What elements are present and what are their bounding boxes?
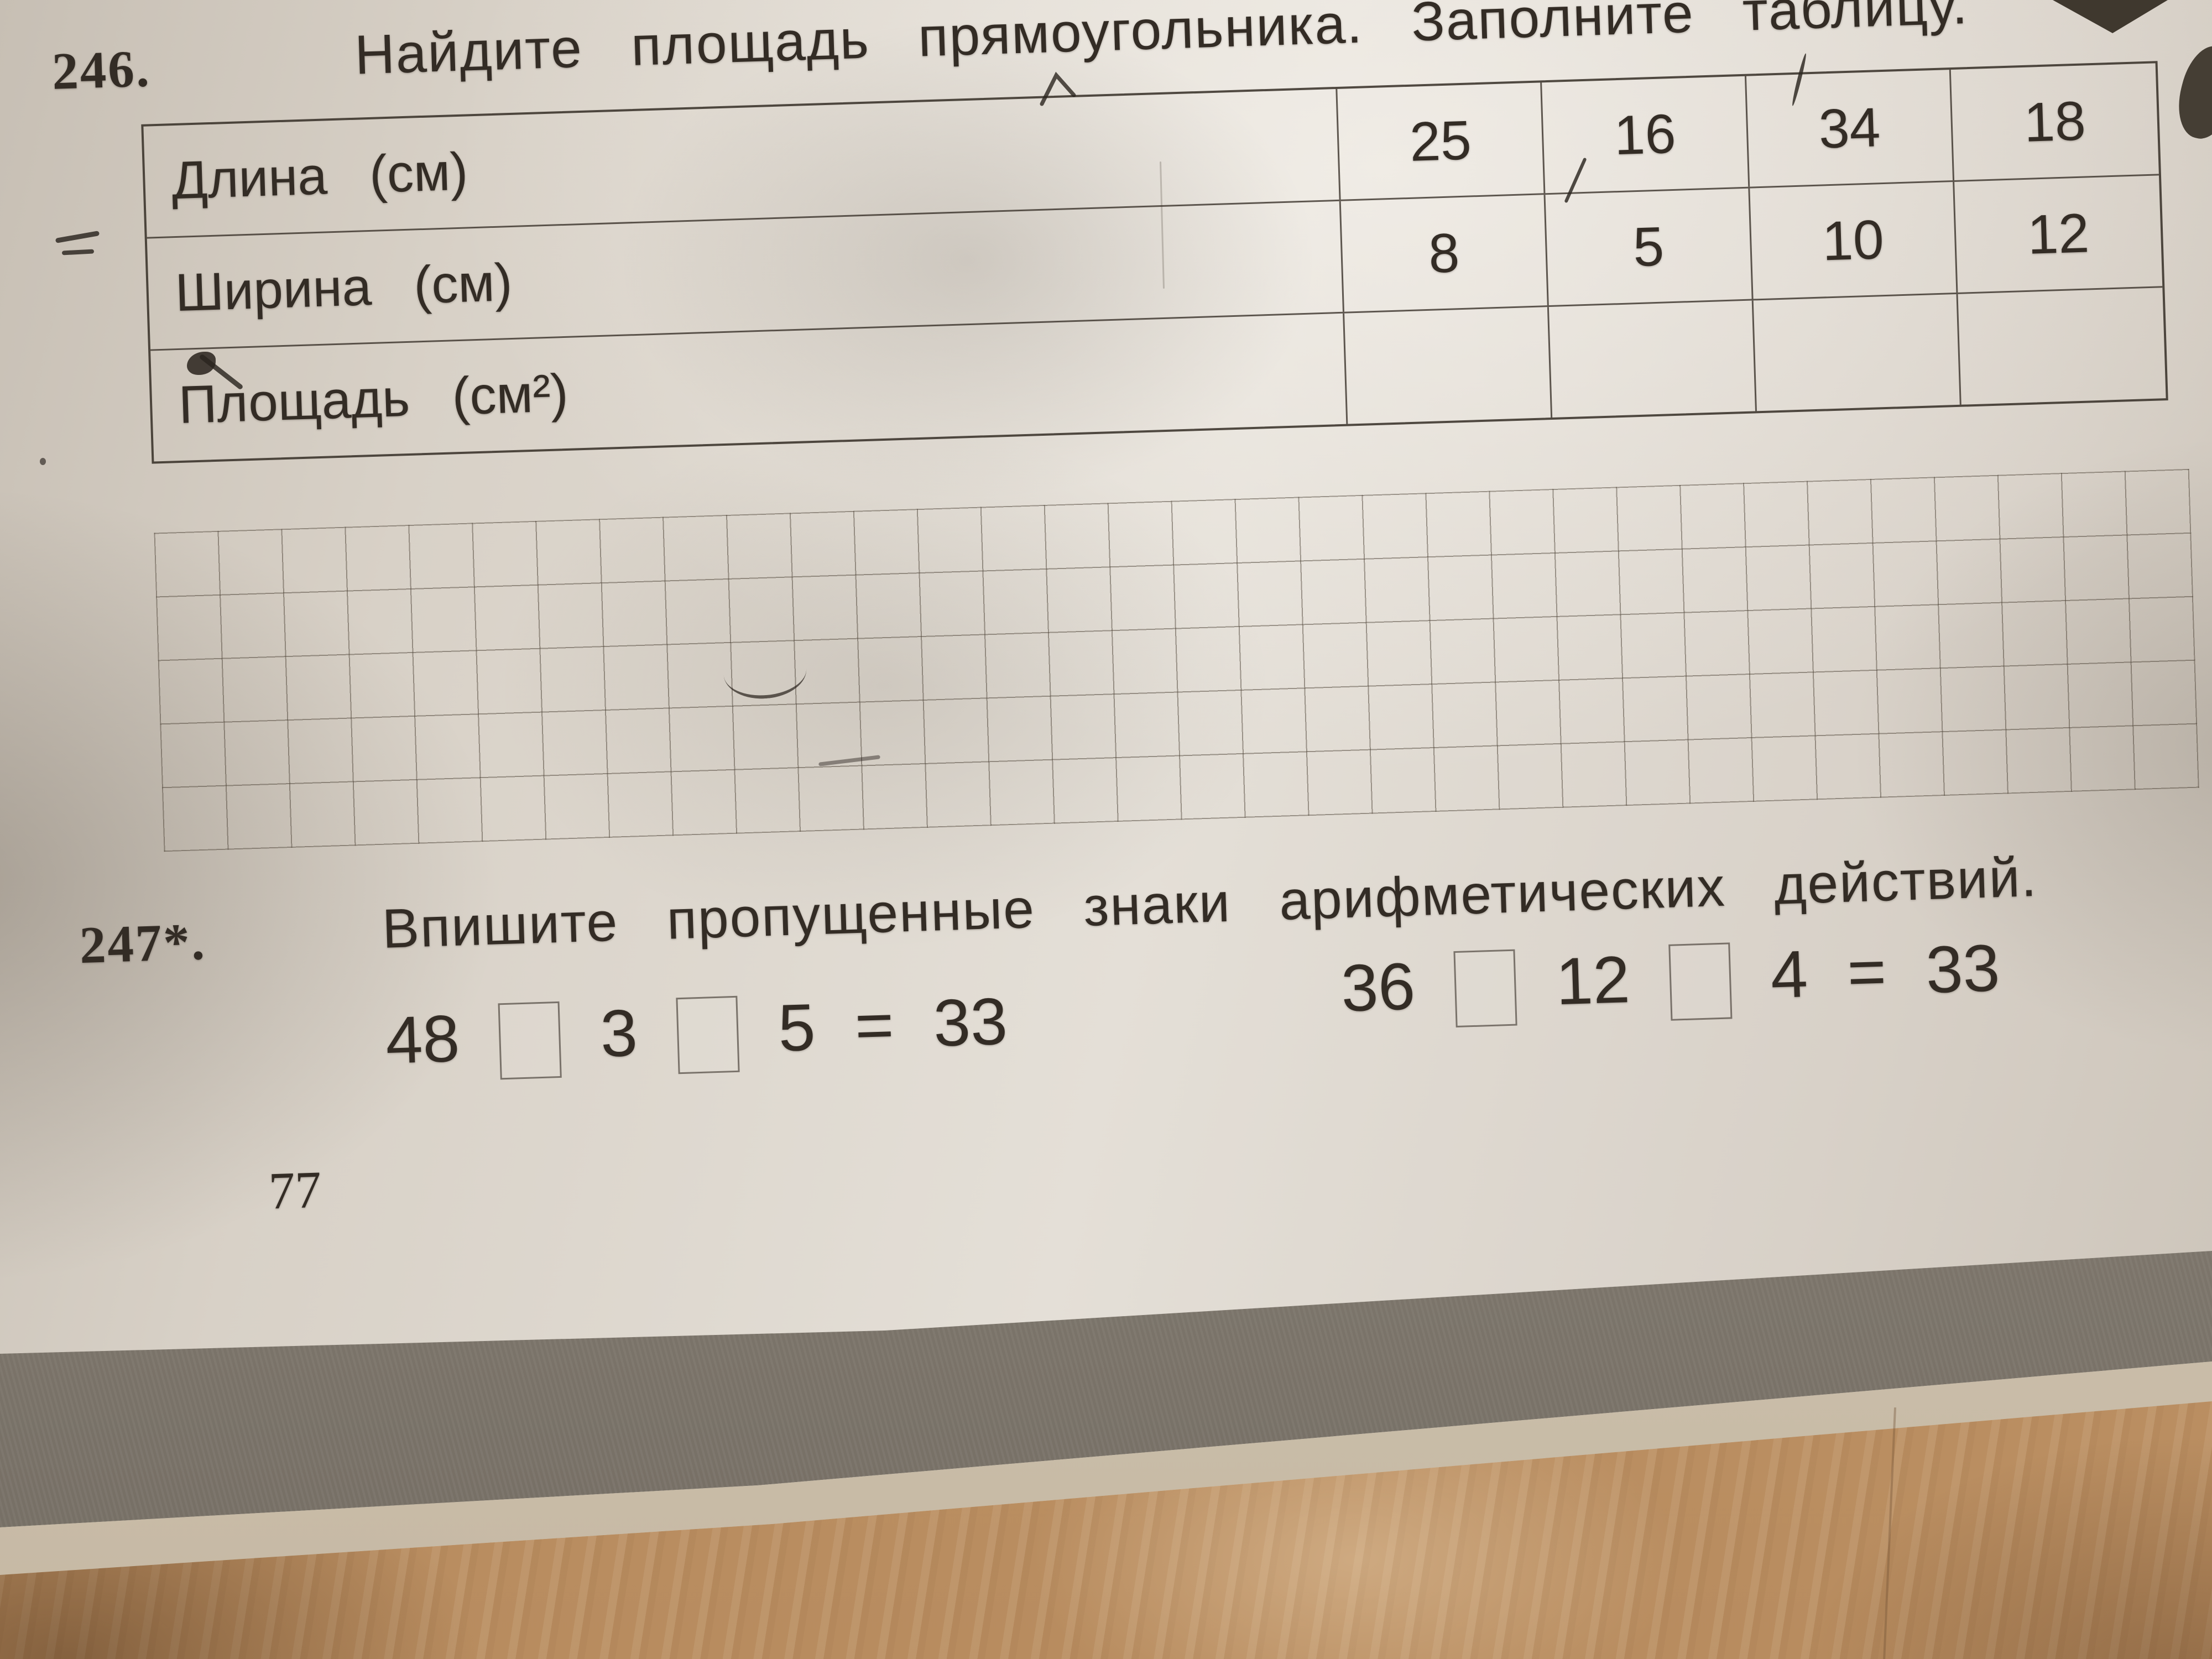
equation-1: 48 3 5 = 33 [384, 983, 1009, 1080]
page-number: 77 [268, 1160, 322, 1220]
eq1-operand-b: 3 [599, 995, 639, 1071]
eq1-operand-c: 5 [777, 990, 817, 1066]
textbook-page: 246. Найдите площадь прямоугольника. Зап… [50, 0, 2212, 1332]
length-value-4: 18 [2023, 89, 2087, 154]
exercise-246-number: 246. [51, 39, 152, 101]
eq1-operand-a: 48 [384, 1001, 461, 1078]
length-value-3: 34 [1746, 70, 1955, 187]
eq2-operand-b: 12 [1554, 942, 1631, 1019]
eq2-operand-a: 36 [1340, 949, 1416, 1026]
area-answer-cell-3[interactable] [1753, 294, 1961, 411]
width-value-1: 8 [1340, 195, 1549, 312]
eq1-equals-sign: = [853, 987, 895, 1063]
squared-drawing-area[interactable] [154, 468, 2199, 852]
eq2-operator-box-2[interactable] [1668, 942, 1733, 1021]
width-value-4: 12 [2026, 201, 2090, 266]
eq1-result: 33 [932, 984, 1009, 1061]
width-value-3: 10 [1750, 181, 1958, 299]
area-answer-cell-4[interactable] [1958, 288, 2166, 405]
eq1-operator-box-2[interactable] [676, 995, 740, 1074]
pen-caret-mark [1040, 71, 1076, 106]
eq2-result: 33 [1924, 931, 2001, 1008]
area-table: Длина (см) 25 16 34 18 Ширина (см) 8 5 1… [141, 61, 2168, 464]
eq2-operand-c: 4 [1769, 937, 1809, 1013]
eq2-operator-box-1[interactable] [1453, 949, 1518, 1028]
exercise-247-number: 247*. [79, 911, 207, 975]
eq2-equals-sign: = [1846, 934, 1887, 1010]
area-answer-cell-2[interactable] [1548, 300, 1757, 418]
ink-mark [40, 458, 46, 465]
length-value-1: 25 [1337, 82, 1546, 200]
width-value-2: 5 [1545, 188, 1754, 306]
length-value-2: 16 [1542, 76, 1750, 194]
area-answer-cell-1[interactable] [1344, 307, 1553, 424]
equation-2: 36 12 4 = 33 [1340, 930, 2001, 1028]
eq1-operator-box-1[interactable] [498, 1001, 562, 1080]
